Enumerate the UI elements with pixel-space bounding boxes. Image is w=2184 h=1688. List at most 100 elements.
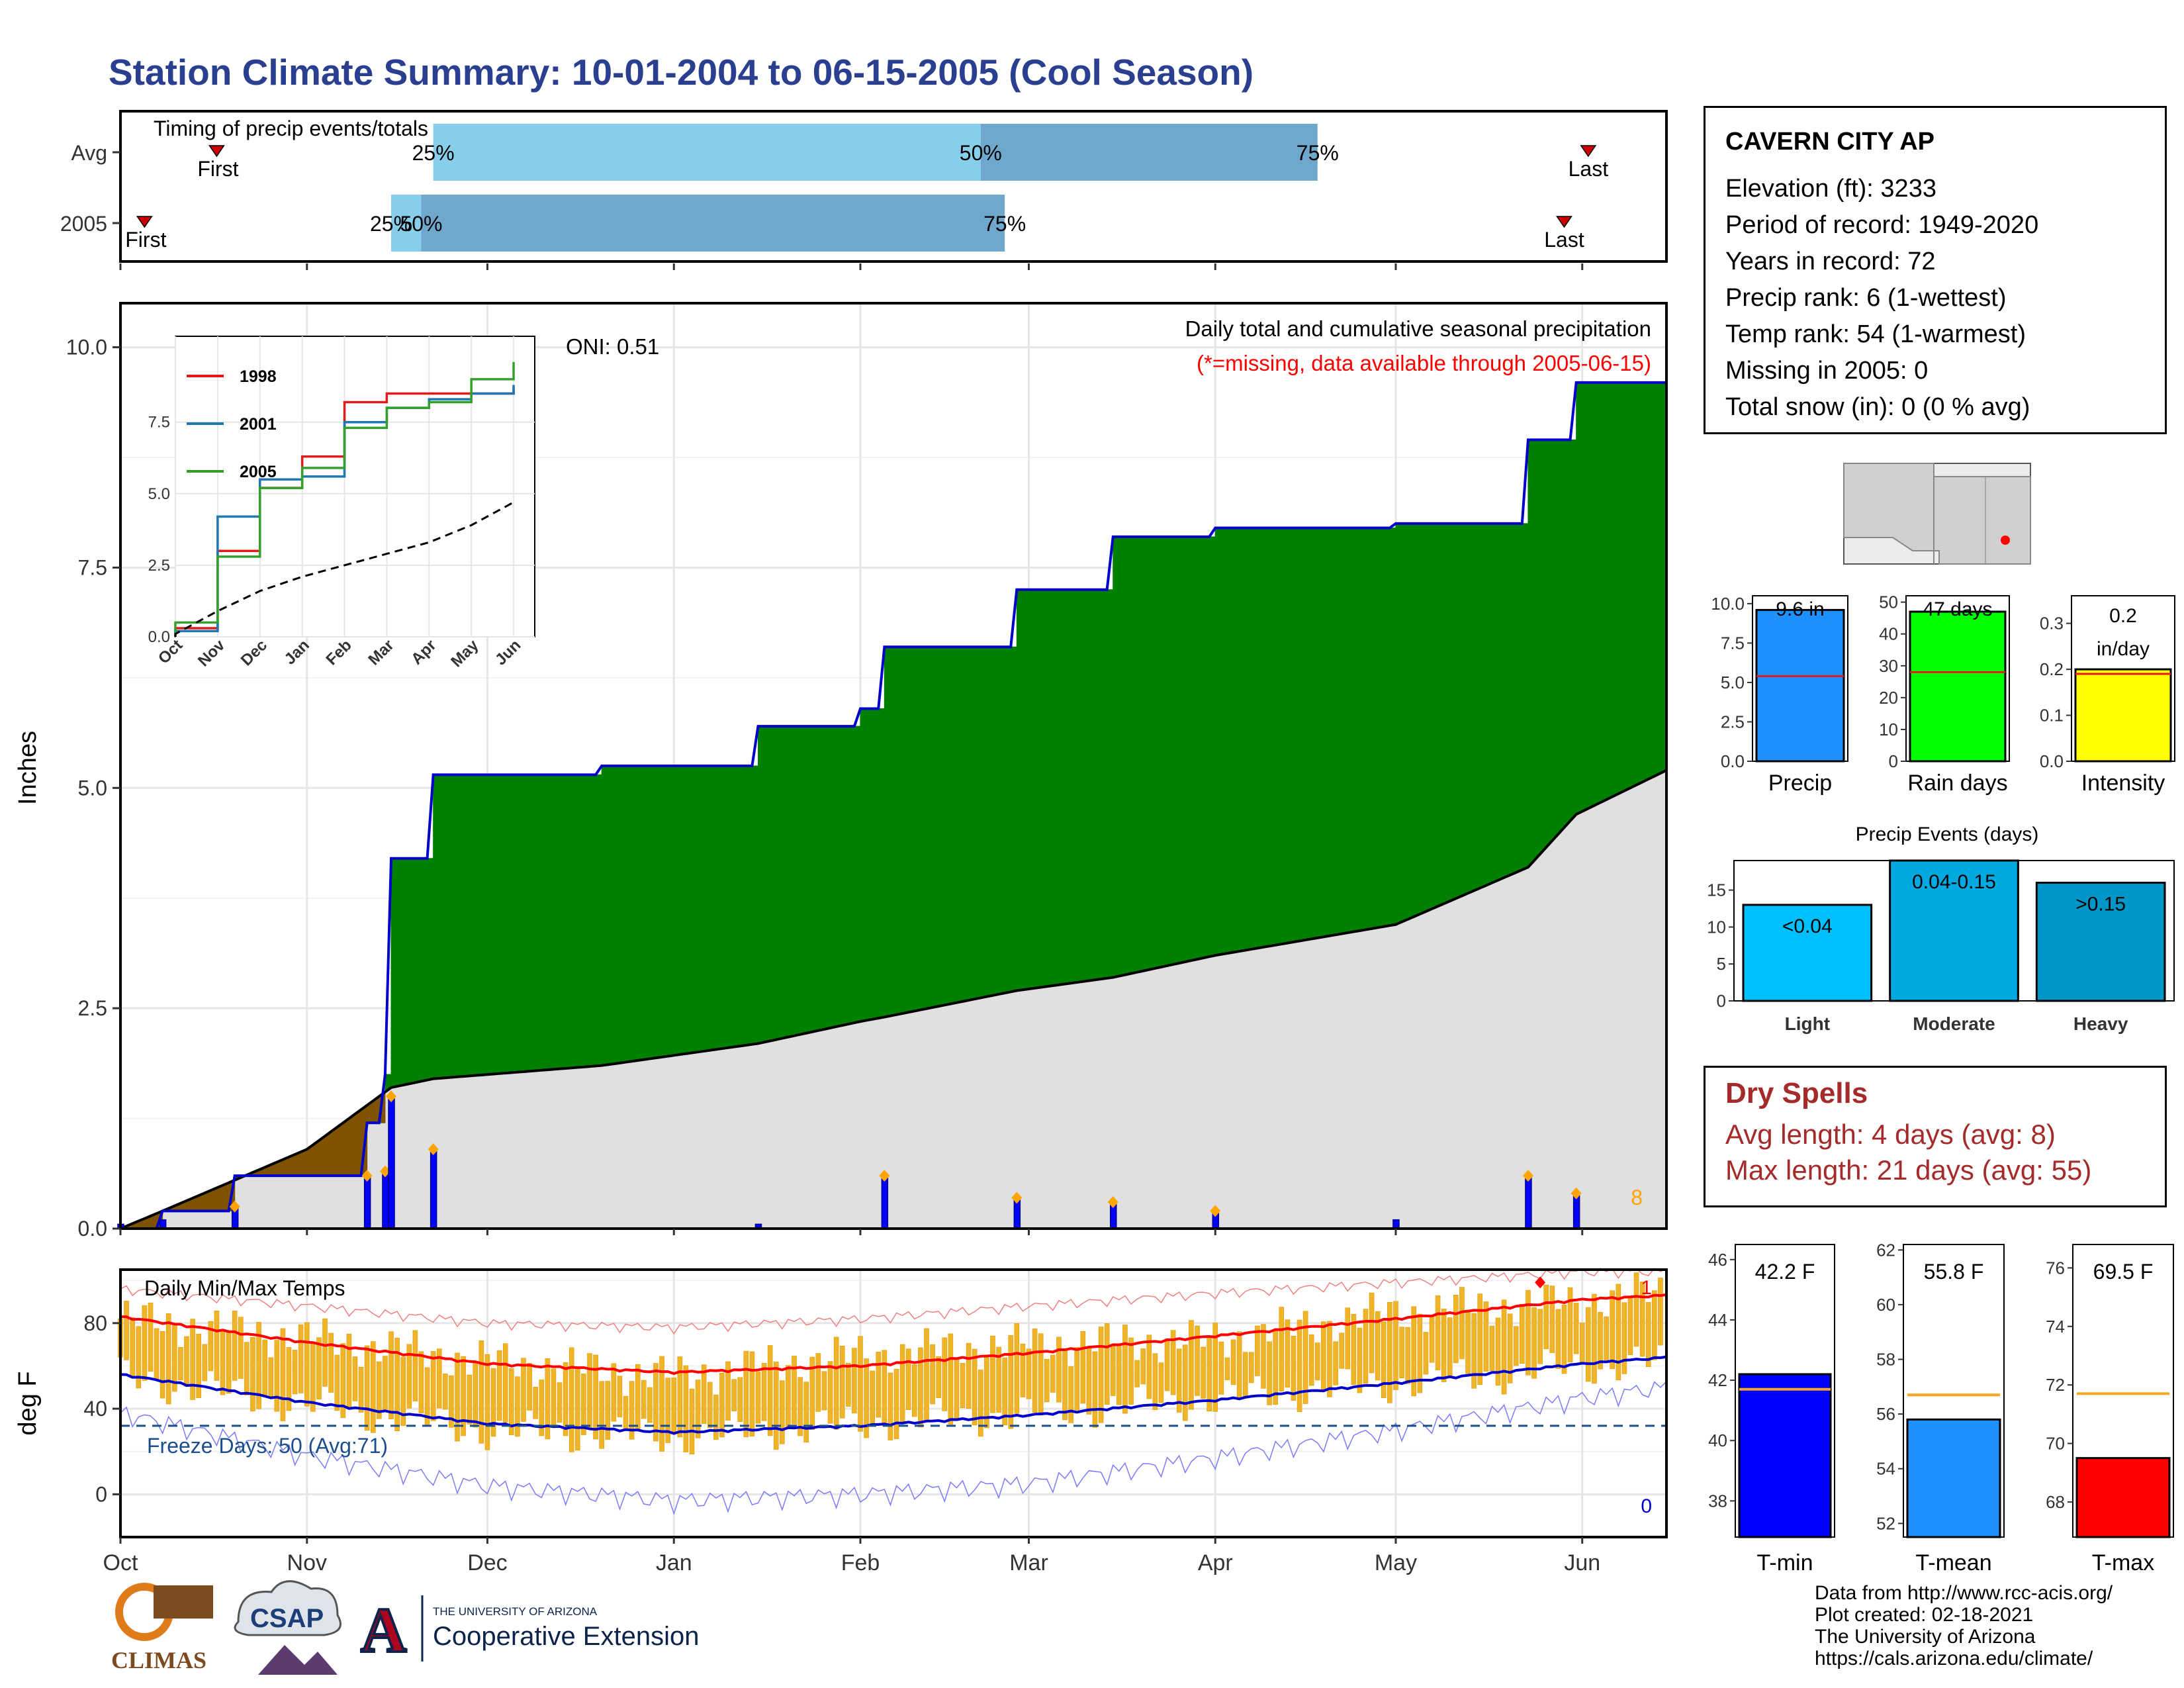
daily-temp-bar (1002, 1357, 1007, 1425)
daily-temp-bar (695, 1380, 701, 1438)
wet-area-segment (1522, 523, 1529, 870)
timing-row-label: Avg (71, 141, 107, 165)
precip-events-chart: Precip Events (days) 0 5 10 15 <0.04 Light 0.0… (1707, 823, 2175, 1034)
wet-area-segment (565, 774, 572, 1069)
daily-temp-bar (1561, 1304, 1567, 1374)
summary-ytick-label: 0.2 (2040, 659, 2064, 679)
daily-temp-bar (449, 1375, 454, 1428)
precip-areas (120, 381, 1667, 1230)
inset-legend-label: 2001 (240, 415, 277, 434)
summary-ytick-label: 40 (1879, 624, 1898, 644)
dry-area-segment (222, 1182, 230, 1211)
ua-logo-mark: A (361, 1595, 406, 1665)
temp-summary-bar-2 (2075, 1457, 2171, 1538)
wet-area-segment (1208, 536, 1216, 957)
dry-area-segment (330, 1126, 338, 1176)
wet-area-segment (619, 765, 627, 1064)
wet-area-segment (1197, 536, 1204, 960)
wet-area-segment (547, 774, 554, 1070)
daily-temp-bar (1128, 1337, 1134, 1405)
climas-logo-text: CLIMAS (111, 1647, 206, 1673)
wet-area-segment (823, 726, 831, 1030)
inset-ytick-label: 0.0 (148, 628, 170, 646)
precip-ytick-label: 7.5 (78, 555, 107, 579)
temp-summary-ytick-label: 40 (1708, 1430, 1727, 1450)
summary-ytick-label: 0.0 (2040, 751, 2064, 771)
average-cumulative-line (120, 769, 1667, 1230)
heavy-event-marker (1570, 1187, 1582, 1199)
daily-temp-bar (1555, 1309, 1561, 1369)
daily-temp-bar (1471, 1313, 1477, 1389)
precip-ytick-label: 0.0 (78, 1217, 107, 1241)
events-bar-light (1742, 904, 1873, 1002)
daily-temp-bar (557, 1382, 563, 1423)
temps-ylabel: deg F (14, 1371, 42, 1435)
daily-temp-bar (316, 1337, 322, 1399)
daily-temp-bar (899, 1344, 905, 1422)
station-temp-rank: Temp rank: 54 (1-warmest) (1725, 320, 2026, 348)
heavy-event-marker (229, 1200, 240, 1213)
wet-area-segment (1588, 382, 1595, 810)
wet-area-segment (968, 646, 976, 1001)
daily-temp-bar (406, 1344, 412, 1409)
daily-temp-bar (1074, 1347, 1080, 1411)
daily-temp-bar (1302, 1311, 1308, 1404)
timing-p50-label: 50% (960, 141, 1002, 165)
record-low-count: 0 (1641, 1495, 1652, 1517)
heavy-event-marker (379, 1165, 390, 1178)
x-axis-month-label: Oct (103, 1550, 138, 1575)
ua-logo-small: THE UNIVERSITY OF ARIZONA (433, 1605, 598, 1618)
heavy-event-marker (428, 1143, 439, 1156)
wet-area-segment (1576, 382, 1583, 816)
wet-area-segment (493, 774, 500, 1075)
wet-area-segment (1095, 589, 1102, 980)
heavy-event-marker (1011, 1192, 1023, 1204)
wet-area-segment (1485, 523, 1492, 886)
daily-temp-bar (996, 1346, 1001, 1413)
daily-temp-bar (887, 1372, 893, 1440)
wet-area-segment (1004, 646, 1011, 994)
daily-temp-bar (1604, 1316, 1609, 1360)
daily-temp-bar (1435, 1295, 1441, 1370)
wet-area-segment (1239, 528, 1246, 952)
page-title: Station Climate Summary: 10-01-2004 to 0… (109, 52, 1253, 93)
summary-bar-name: Rain days (1907, 771, 2007, 796)
wet-area-segment (1606, 382, 1613, 800)
daily-temp-bar (1236, 1331, 1242, 1398)
wet-area-segment (1636, 382, 1643, 786)
temp-summary-ytick-label: 52 (1876, 1513, 1895, 1533)
summary-ytick-label: 5.0 (1721, 673, 1745, 692)
daily-temp-bar (1495, 1317, 1501, 1386)
wet-area-segment (1118, 536, 1126, 977)
daily-temp-bar (1044, 1358, 1050, 1403)
daily-temp-bar (815, 1353, 821, 1412)
daily-temp-bar (1615, 1284, 1621, 1381)
wet-area-segment (1052, 589, 1060, 986)
daily-temp-bar (346, 1333, 352, 1409)
summary-ytick-label: 0.3 (2040, 614, 2064, 633)
timing-first-marker (208, 145, 225, 158)
wet-area-segment (457, 774, 464, 1078)
daily-temp-bar (262, 1339, 267, 1397)
daily-temp-bar (1405, 1327, 1410, 1384)
wet-area-segment (1263, 528, 1270, 948)
wet-area-segment (420, 858, 428, 1082)
wet-area-segment (1389, 528, 1396, 926)
x-axis-month-label: Dec (467, 1550, 507, 1575)
credit-university: The University of Arizona (1815, 1626, 2036, 1648)
daily-temp-bar (214, 1310, 220, 1381)
wet-area-segment (727, 765, 735, 1049)
ua-logo: A THE UNIVERSITY OF ARIZONA Cooperative … (359, 1593, 699, 1667)
daily-temp-bar (629, 1381, 635, 1440)
dry-area-segment (348, 1113, 355, 1176)
wet-area-segment (1064, 589, 1071, 985)
daily-temp-bar (1170, 1330, 1176, 1395)
timing-first-label: First (125, 228, 166, 252)
summary-bar-0 (1755, 608, 1845, 763)
daily-temp-bar (954, 1359, 960, 1421)
wet-area-segment (1570, 439, 1577, 822)
wet-area-segment (1281, 528, 1288, 945)
wet-area-segment (914, 646, 921, 1011)
daily-temp-bar (1393, 1301, 1398, 1390)
